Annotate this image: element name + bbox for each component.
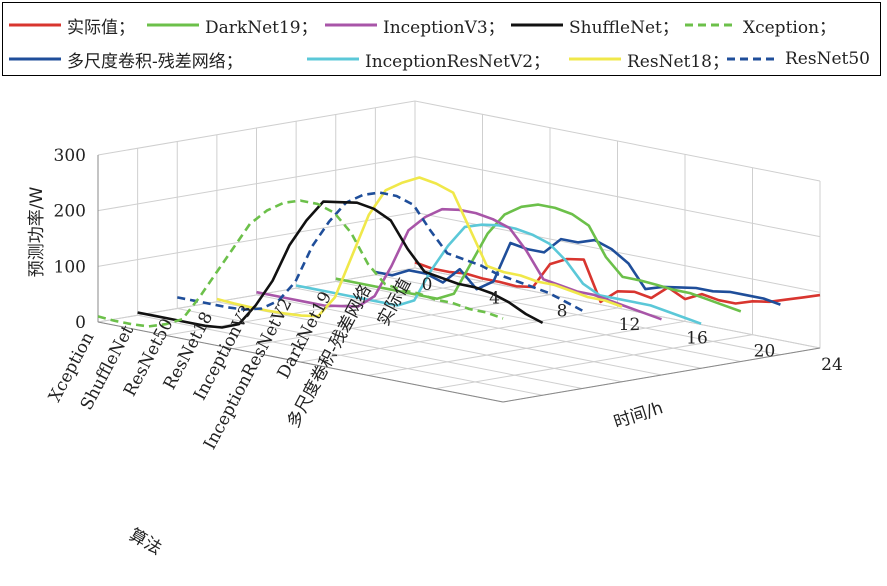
legend-item-multiscale: 多尺度卷积-残差网络； [9,45,243,73]
series-line-actual [414,257,821,305]
legend-item-resnet18: ResNet18； [569,45,729,73]
x-tick-label: 24 [821,355,843,375]
gridline-depth [256,128,662,376]
legend-label: ShuffleNet； [569,17,679,38]
legend-item-inceptionresnetv2: InceptionResNetV2； [307,45,550,73]
legend-label: Xception； [743,17,837,38]
legend-item-xception: Xception； [685,11,836,39]
x-tick-label: 0 [422,275,433,295]
series-line-resnet50 [177,191,583,312]
legend-item-resnet50: ResNet50 [727,45,870,73]
x-axis-title: 时间/h [611,398,665,433]
legend-label: ResNet50 [785,49,870,69]
depth-axis-line [97,321,504,403]
legend-item-darknet19: DarkNet19； [147,11,318,39]
series-line-resnet18 [216,176,623,318]
series-line-inceptionresnetv2 [295,223,702,325]
legend-label: InceptionV3； [383,17,505,38]
gridline-y [97,211,821,293]
legend-item-actual: 实际值； [9,11,135,39]
y-axis-title: 预测功率/W [27,187,47,278]
gridline-depth [414,101,821,349]
legend-label: ResNet18； [627,51,729,72]
gridline-depth [137,148,543,396]
x-tick-label: 4 [489,288,500,308]
y-tick-label: 100 [54,257,86,277]
y-tick-label: 0 [75,313,86,333]
series-line-xception [97,199,504,328]
series-line-multiscale [375,237,781,306]
y-tick-label: 200 [54,202,86,222]
gridline-depth [295,121,702,369]
x-tick-label: 20 [754,342,776,362]
gridline-y [97,156,821,238]
legend-label: 多尺度卷积-残差网络； [67,51,243,72]
legend-item-shufflenet: ShuffleNet； [511,11,679,39]
gridline-depth [335,114,741,362]
series-line-shufflenet [137,200,544,329]
series-line-darknet19 [335,203,742,313]
legend: 实际值； DarkNet19； InceptionV3； ShuffleNet；… [2,2,881,76]
series-line-inceptionv3 [256,207,662,321]
x-tick-label: 12 [619,315,641,335]
legend-label: 实际值； [67,17,135,38]
gridline-depth [374,107,781,356]
x-axis-line [502,347,821,403]
gridline-y [97,100,821,182]
gridline-depth [216,134,622,383]
y-tick-label: 300 [54,146,86,166]
legend-item-inceptionv3: InceptionV3； [325,11,505,39]
depth-axis-title: 算法 [126,525,165,559]
x-tick-label: 16 [686,328,708,348]
legend-label: InceptionResNetV2； [365,51,551,72]
x-tick-label: 8 [557,302,568,322]
legend-label: DarkNet19； [205,17,318,38]
gridline-depth [176,141,583,389]
